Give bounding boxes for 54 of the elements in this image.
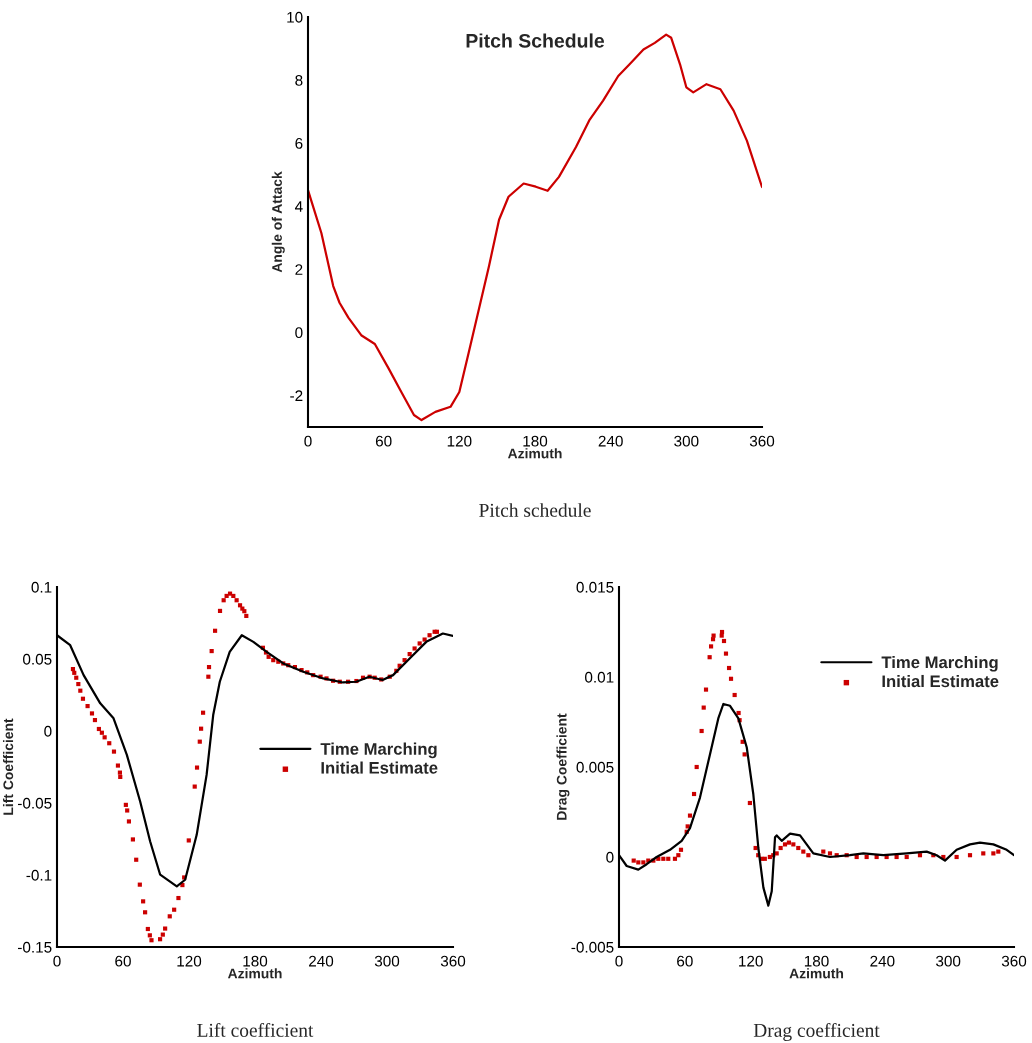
text: Lift coefficient [197, 1022, 314, 1037]
x-tick-label: 120 [739, 955, 763, 967]
y-tick-label: 8 [295, 74, 303, 86]
y-tick-label: 6 [295, 138, 303, 149]
legend-label: Time Marching [320, 742, 437, 759]
y-tick-label: -0.15 [18, 941, 52, 953]
x-axis-title: Azimuth [789, 968, 844, 979]
y-tick-label: -0.1 [26, 869, 52, 881]
y-tick-label: -2 [290, 390, 303, 401]
legend-label: Initial Estimate [882, 674, 999, 688]
y-tick-label: 0 [295, 327, 303, 339]
x-tick-label: 0 [304, 435, 312, 447]
y-axis-title: Lift Coefficient [2, 718, 14, 815]
y-tick-label: 0.05 [23, 653, 52, 665]
y-tick-label: -0.005 [571, 941, 614, 953]
y-tick-label: 2 [295, 264, 303, 275]
x-tick-label: 60 [677, 955, 693, 967]
y-tick-label: 0 [606, 851, 614, 863]
x-tick-label: 240 [870, 955, 895, 967]
x-tick-label: 60 [375, 435, 392, 447]
x-tick-label: 180 [804, 955, 829, 967]
y-tick-label: 0.1 [31, 581, 52, 593]
y-axis-title: Drag Coefficient [556, 713, 570, 820]
legend-label: Initial Estimate [321, 761, 438, 774]
text: Pitch schedule [479, 503, 591, 517]
x-axis-title: Azimuth [227, 968, 282, 979]
text: Pitch Schedule [466, 33, 605, 48]
y-tick-label: 4 [294, 201, 303, 212]
x-axis-title: Azimuth [507, 448, 562, 459]
x-tick-label: 360 [1001, 955, 1027, 967]
line-series [308, 33, 762, 422]
text: Drag coefficient [753, 1023, 880, 1041]
y-tick-label: -0.05 [18, 797, 52, 809]
x-tick-label: 360 [440, 955, 466, 967]
x-tick-label: 180 [523, 435, 548, 447]
y-tick-label: 0.005 [576, 761, 614, 773]
y-axis-title: Angle of Attack [271, 171, 285, 273]
y-tick-label: 0.015 [576, 581, 614, 593]
x-tick-label: 240 [309, 955, 334, 967]
legend-label: Time Marching [881, 656, 998, 672]
x-tick-label: 240 [598, 435, 623, 447]
x-tick-label: 180 [243, 955, 268, 967]
x-tick-label: 300 [674, 435, 699, 447]
x-tick-label: 60 [115, 955, 131, 967]
x-tick-label: 360 [749, 435, 775, 447]
y-tick-label: 0 [44, 725, 52, 737]
x-tick-label: 0 [615, 955, 623, 967]
x-tick-label: 120 [177, 955, 202, 967]
x-tick-label: 120 [447, 435, 472, 447]
x-tick-label: 300 [936, 955, 961, 967]
y-tick-label: 10 [287, 11, 303, 23]
x-tick-label: 0 [53, 955, 61, 967]
x-tick-label: 300 [374, 955, 400, 967]
y-tick-label: 0.01 [585, 671, 614, 683]
